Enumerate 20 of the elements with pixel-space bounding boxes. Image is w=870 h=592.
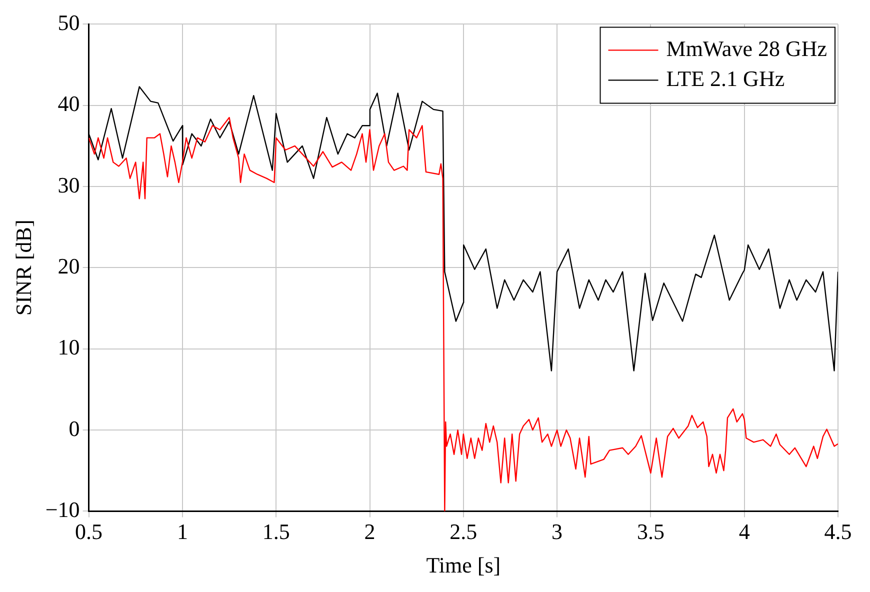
y-tick-label: 30 (58, 172, 80, 198)
y-tick-label: 0 (68, 416, 80, 441)
x-tick-label: 4 (738, 519, 750, 544)
y-tick-label: 40 (58, 91, 80, 116)
x-tick-label: 2.5 (450, 519, 478, 544)
x-tick-label: 3.5 (636, 519, 664, 544)
legend-label: MmWave 28 GHz (666, 36, 828, 61)
y-tick-label: 20 (58, 253, 80, 278)
y-tick-label: −10 (45, 496, 80, 522)
x-tick-label: 3 (552, 519, 563, 544)
x-tick-label: 2 (364, 519, 376, 544)
y-axis-title: SINR [dB] (10, 220, 36, 316)
x-tick-label: 0.5 (75, 519, 103, 544)
y-tick-label: 10 (58, 334, 80, 360)
x-tick-label: 1 (176, 519, 188, 544)
y-tick-label: 50 (58, 10, 80, 35)
x-tick-label: 1.5 (262, 519, 290, 544)
x-axis-title: Time [s] (426, 552, 501, 578)
legend-label: LTE 2.1 GHz (666, 66, 785, 91)
x-tick-label: 4.5 (824, 519, 852, 544)
